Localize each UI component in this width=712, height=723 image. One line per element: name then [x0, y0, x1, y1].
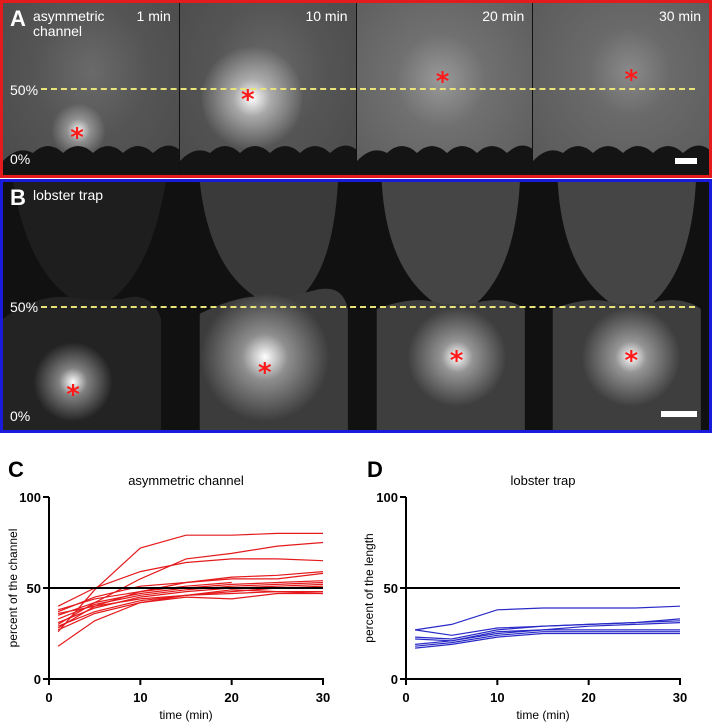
chart-title: asymmetric channel	[128, 473, 244, 488]
series-line-c8	[57, 581, 324, 620]
aster-center-marker: *	[624, 65, 639, 96]
x-tick-label: 20	[581, 690, 595, 705]
y-tick-label: 100	[376, 490, 398, 505]
series-line-d2	[415, 618, 681, 636]
label-0-percent: 0%	[10, 408, 31, 424]
scale-bar	[661, 411, 697, 417]
y-tick-label: 50	[384, 581, 398, 596]
series-line-d1	[415, 605, 681, 631]
panel-a-title: asymmetric channel	[33, 8, 105, 39]
time-label: 30 min	[658, 8, 701, 24]
panel-b-title: lobster trap	[33, 187, 104, 203]
x-axis-label: time (min)	[516, 708, 569, 722]
channel-wall-wave	[356, 145, 533, 175]
panel-letter-b: B	[10, 185, 26, 210]
panel-a-asymmetric-channel: * 1 min * 10 min * 20 min * 30 min A asy…	[0, 0, 712, 178]
series-line-c9	[57, 583, 324, 624]
channel-wall-wave	[179, 145, 356, 175]
aster-center-marker: *	[66, 380, 80, 411]
series-line-d6	[415, 631, 680, 647]
series-line-c12	[57, 592, 323, 631]
panel-letter-a: A	[10, 6, 26, 31]
time-label: 20 min	[482, 8, 525, 24]
aster-center-marker: *	[257, 358, 272, 389]
aster-center-marker: *	[624, 346, 639, 377]
panel-letter-c: C	[8, 457, 24, 482]
chart-title: lobster trap	[510, 473, 575, 488]
channel-wall-wave	[533, 145, 709, 175]
scale-bar	[675, 158, 697, 164]
label-50-percent: 50%	[10, 299, 39, 315]
x-tick-label: 10	[133, 690, 147, 705]
label-0-percent: 0%	[10, 151, 31, 167]
y-tick-label: 0	[34, 672, 41, 687]
aster-center-marker: *	[70, 123, 84, 154]
x-tick-label: 30	[316, 690, 330, 705]
series-line-d5	[415, 629, 680, 645]
x-tick-label: 30	[673, 690, 687, 705]
series-line-d7	[415, 632, 680, 649]
time-label: 10 min	[305, 8, 348, 24]
chart-c-asymmetric-channel: asymmetric channel 0 50 100 0 10 20 30 time (min…	[6, 473, 330, 722]
x-tick-label: 0	[45, 690, 52, 705]
series-line-c10	[57, 585, 324, 615]
channel-wall-wave	[3, 145, 179, 175]
x-axis-label: time (min)	[159, 708, 212, 722]
y-tick-label: 100	[19, 490, 41, 505]
aster-center-marker: *	[449, 346, 464, 377]
series-line-c1	[57, 532, 323, 633]
panel-b-lobster-trap: * * * * B lobster trap	[0, 179, 712, 433]
aster-center-marker: *	[435, 67, 450, 98]
label-50-percent: 50%	[10, 82, 39, 98]
series-line-c6	[57, 581, 232, 611]
x-tick-label: 0	[402, 690, 409, 705]
series-line-d3	[415, 620, 681, 640]
chart-d-lobster-trap: lobster trap 0 50 100 0 10 20 30 time (min) perce…	[362, 473, 687, 722]
series-line-c2	[57, 541, 324, 625]
y-axis-label: percent of the channel	[6, 529, 20, 648]
x-tick-label: 10	[490, 690, 504, 705]
x-tick-label: 20	[224, 690, 238, 705]
y-tick-label: 50	[27, 581, 41, 596]
y-axis-label: percent of the length	[362, 533, 376, 642]
midline-50-percent	[41, 88, 695, 90]
midline-50-percent	[41, 306, 695, 308]
y-tick-label: 0	[391, 672, 398, 687]
time-label: 1 min	[136, 8, 171, 24]
panel-letter-d: D	[367, 457, 383, 482]
series-line-c13	[57, 589, 324, 647]
aster-center-marker: *	[240, 85, 255, 116]
